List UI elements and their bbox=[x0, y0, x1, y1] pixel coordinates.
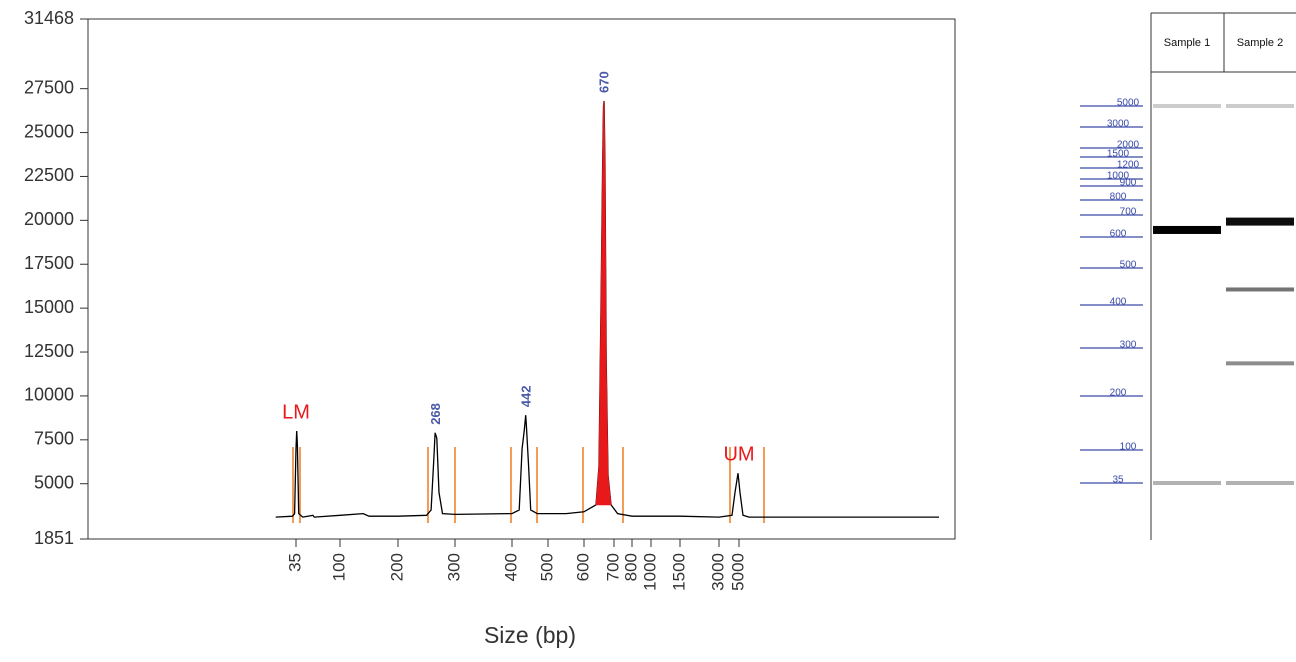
y-tick-label: 27500 bbox=[24, 77, 74, 97]
ladder-label: 5000 bbox=[1117, 98, 1140, 109]
band bbox=[1153, 104, 1221, 108]
band bbox=[1226, 287, 1294, 291]
y-tick-label: 20000 bbox=[24, 209, 74, 229]
x-axis-label: Size (bp) bbox=[484, 622, 576, 648]
y-tick-label: 12500 bbox=[24, 341, 74, 361]
band bbox=[1153, 481, 1221, 485]
x-tick-label: 800 bbox=[621, 553, 640, 581]
lane-label: Sample 1 bbox=[1164, 37, 1210, 49]
lane-label: Sample 2 bbox=[1237, 37, 1283, 49]
ladder-label: 1200 bbox=[1117, 160, 1140, 171]
x-tick-label: 5000 bbox=[728, 553, 747, 591]
peak-label: 268 bbox=[428, 403, 443, 425]
x-tick-label: 600 bbox=[573, 553, 592, 581]
ladder-label: 200 bbox=[1110, 388, 1127, 399]
band bbox=[1226, 104, 1294, 108]
x-tick-label: 3000 bbox=[708, 553, 727, 591]
ladder-label: 700 bbox=[1120, 207, 1137, 218]
ladder-label: 3000 bbox=[1107, 119, 1130, 130]
x-tick-label: 400 bbox=[501, 553, 520, 581]
band bbox=[1226, 218, 1294, 226]
ladder-label: 300 bbox=[1120, 340, 1137, 351]
peak-label: 670 bbox=[596, 71, 611, 93]
ladder-label: 400 bbox=[1110, 297, 1127, 308]
band bbox=[1153, 226, 1221, 234]
ladder-label: 1500 bbox=[1107, 149, 1130, 160]
y-tick-label: 15000 bbox=[24, 297, 74, 317]
area bbox=[596, 101, 611, 505]
ladder-label: 600 bbox=[1110, 229, 1127, 240]
y-tick-label: 5000 bbox=[34, 472, 74, 492]
x-tick-label: 300 bbox=[444, 553, 463, 581]
y-tick-label: 17500 bbox=[24, 253, 74, 273]
x-tick-label: 1000 bbox=[640, 553, 659, 591]
peak-label: 442 bbox=[519, 386, 534, 408]
x-tick-label: 700 bbox=[603, 553, 622, 581]
x-tick-label: 500 bbox=[537, 553, 556, 581]
marker-label: LM bbox=[282, 401, 310, 423]
y-tick-label: 22500 bbox=[24, 165, 74, 185]
marker-label: UM bbox=[723, 443, 754, 465]
y-tick-label: 25000 bbox=[24, 121, 74, 141]
band bbox=[1226, 481, 1294, 485]
band bbox=[1226, 361, 1294, 365]
x-tick-label: 200 bbox=[387, 553, 406, 581]
ladder-label: 900 bbox=[1120, 178, 1137, 189]
y-tick-label: 31468 bbox=[24, 8, 74, 28]
y-tick-label: 7500 bbox=[34, 429, 74, 449]
y-tick-label: 10000 bbox=[24, 385, 74, 405]
ladder-label: 100 bbox=[1120, 442, 1137, 453]
ladder-label: 35 bbox=[1112, 475, 1124, 486]
x-tick-label: 100 bbox=[329, 553, 348, 581]
ladder-label: 800 bbox=[1110, 192, 1127, 203]
ladder-label: 500 bbox=[1120, 260, 1137, 271]
x-tick-label: 35 bbox=[285, 553, 304, 572]
page: Size (bp) 1851 5000 7500 10000 12500 15000 175… bbox=[0, 0, 1296, 657]
gel-frame bbox=[1151, 13, 1296, 540]
y-tick-label: 1851 bbox=[34, 528, 74, 548]
x-tick-label: 1500 bbox=[669, 553, 688, 591]
